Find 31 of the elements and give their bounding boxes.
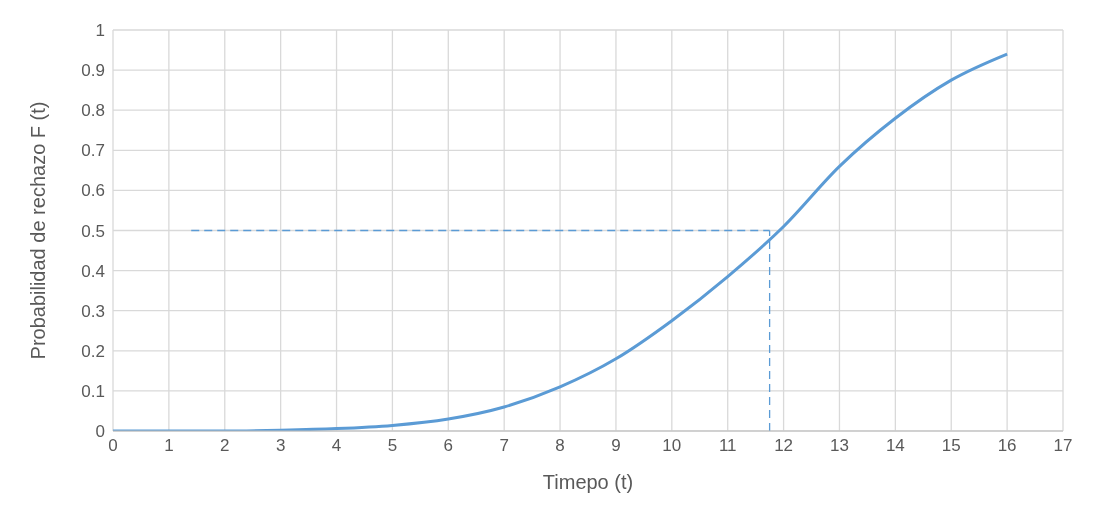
x-tick-label: 6	[443, 436, 454, 456]
y-tick-label: 0.6	[81, 181, 105, 201]
y-tick-label: 0.1	[81, 381, 105, 401]
x-tick-label: 12	[774, 436, 794, 456]
y-tick-label: 0.5	[81, 221, 105, 241]
y-tick-label: 0.9	[81, 61, 105, 81]
x-tick-label: 2	[220, 436, 230, 456]
x-tick-label: 11	[718, 436, 737, 456]
x-tick-label: 0	[108, 436, 118, 456]
x-tick-label: 8	[555, 436, 565, 456]
x-tick-label: 9	[611, 436, 621, 456]
y-tick-label: 0.8	[81, 101, 105, 121]
y-tick-label: 1	[95, 21, 105, 41]
y-tick-label: 0.3	[81, 301, 105, 321]
x-tick-label: 4	[331, 436, 342, 456]
x-tick-label: 1	[164, 436, 174, 456]
x-tick-label: 7	[499, 436, 509, 456]
y-tick-label: 0.2	[81, 341, 105, 361]
x-tick-label: 13	[830, 436, 849, 456]
y-axis-title: Probabilidad de rechazo F (t)	[27, 101, 50, 360]
x-axis-title: Timepo (t)	[542, 471, 634, 493]
x-tick-label: 3	[275, 436, 286, 456]
x-tick-label: 5	[387, 436, 398, 456]
x-tick-label: 14	[885, 436, 905, 456]
y-tick-label: 0	[95, 422, 105, 442]
x-tick-label: 16	[997, 436, 1017, 456]
y-tick-label: 0.7	[81, 141, 105, 161]
y-tick-label: 0.4	[81, 261, 105, 281]
x-tick-label: 15	[941, 436, 961, 456]
x-tick-label: 17	[1053, 436, 1073, 456]
x-tick-label: 10	[662, 436, 682, 456]
